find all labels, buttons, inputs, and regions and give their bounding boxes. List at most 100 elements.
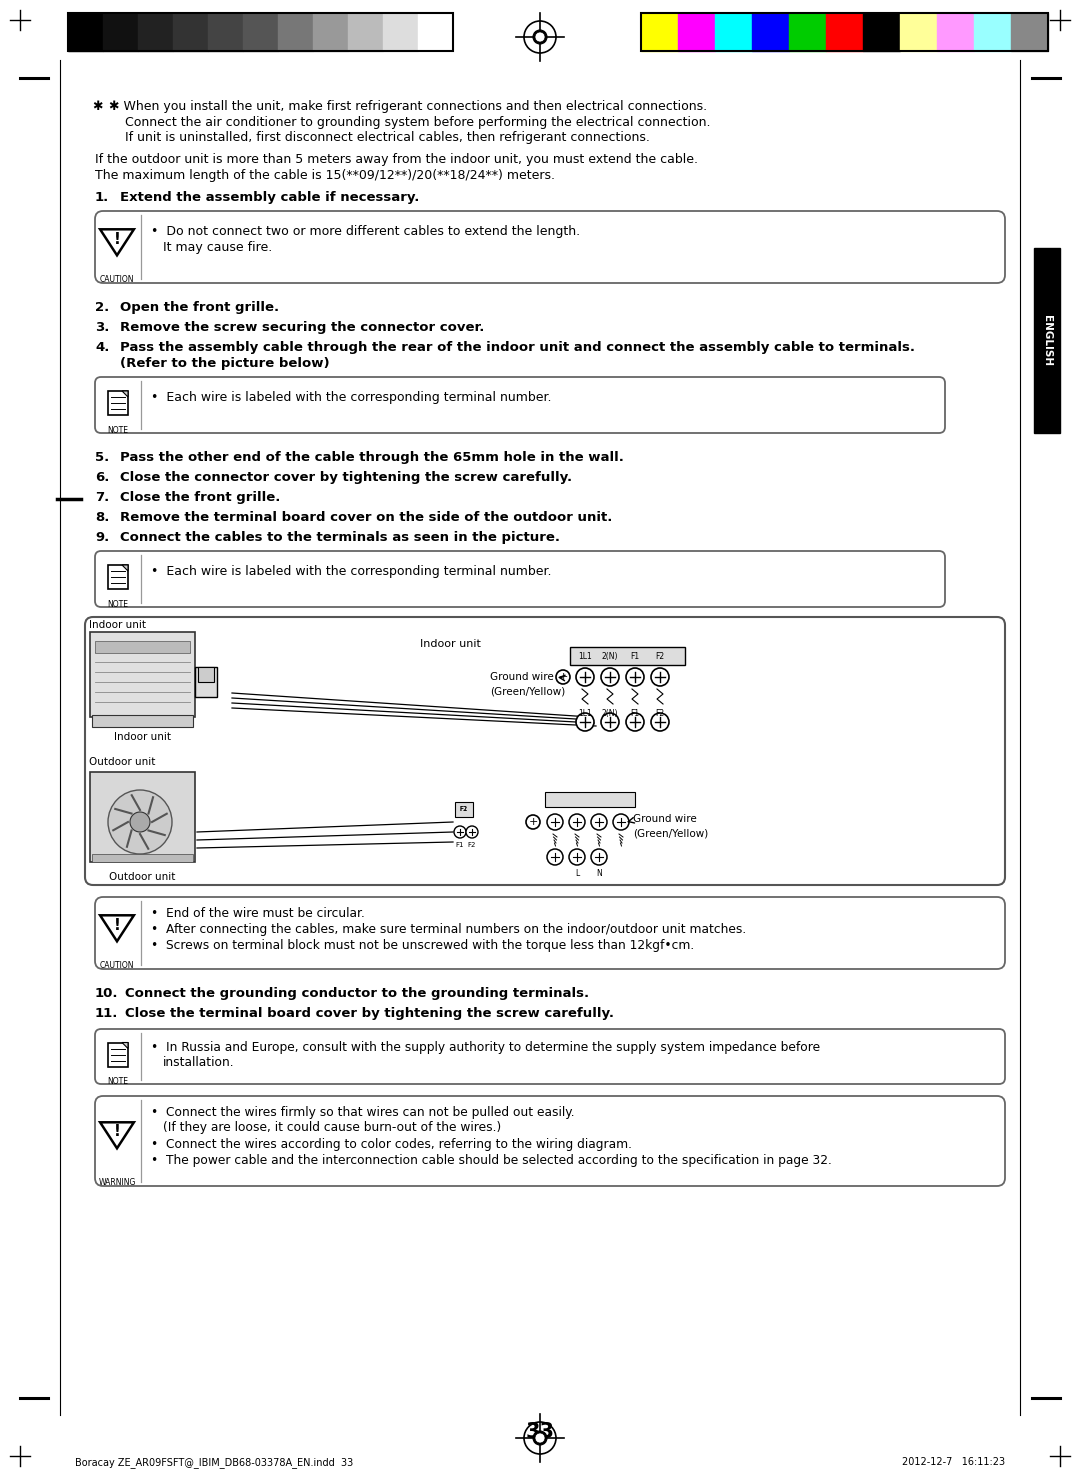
Text: Ground wire: Ground wire bbox=[633, 813, 697, 824]
FancyBboxPatch shape bbox=[95, 897, 1005, 970]
Text: Indoor unit: Indoor unit bbox=[89, 620, 146, 630]
Circle shape bbox=[569, 849, 585, 865]
Bar bbox=[455, 801, 473, 818]
Bar bbox=[1011, 13, 1048, 52]
FancyBboxPatch shape bbox=[95, 376, 945, 432]
Text: +: + bbox=[558, 672, 568, 682]
Text: ENGLISH: ENGLISH bbox=[1042, 314, 1052, 366]
Bar bbox=[313, 13, 348, 52]
Text: 1L1: 1L1 bbox=[578, 652, 592, 661]
Bar bbox=[68, 13, 103, 52]
Bar bbox=[90, 772, 195, 862]
Circle shape bbox=[534, 30, 546, 44]
Circle shape bbox=[130, 812, 150, 832]
Text: (If they are loose, it could cause burn-out of the wires.): (If they are loose, it could cause burn-… bbox=[163, 1120, 501, 1134]
Bar bbox=[418, 13, 453, 52]
Polygon shape bbox=[100, 1122, 134, 1148]
Text: Outdoor unit: Outdoor unit bbox=[89, 757, 156, 768]
Bar bbox=[278, 13, 313, 52]
Text: Ground wire: Ground wire bbox=[490, 672, 554, 682]
Bar bbox=[198, 667, 214, 682]
Text: F1: F1 bbox=[459, 806, 468, 812]
Text: !: ! bbox=[113, 918, 121, 933]
Text: Outdoor unit: Outdoor unit bbox=[109, 872, 175, 883]
Text: 3.: 3. bbox=[95, 320, 109, 334]
Text: •  In Russia and Europe, consult with the supply authority to determine the supp: • In Russia and Europe, consult with the… bbox=[151, 1041, 820, 1054]
Text: 4.: 4. bbox=[95, 341, 109, 354]
Text: Connect the air conditioner to grounding system before performing the electrical: Connect the air conditioner to grounding… bbox=[125, 117, 711, 128]
Text: •  End of the wire must be circular.: • End of the wire must be circular. bbox=[151, 906, 365, 920]
Polygon shape bbox=[100, 229, 134, 255]
Polygon shape bbox=[122, 565, 129, 571]
Text: •  Do not connect two or more different cables to extend the length.: • Do not connect two or more different c… bbox=[151, 224, 580, 238]
Circle shape bbox=[535, 1433, 545, 1444]
Bar bbox=[789, 13, 826, 52]
Text: 9.: 9. bbox=[95, 531, 109, 545]
Circle shape bbox=[556, 670, 570, 683]
Bar bbox=[642, 13, 678, 52]
Bar bbox=[68, 13, 453, 52]
Text: L: L bbox=[575, 869, 579, 878]
Text: Open the front grille.: Open the front grille. bbox=[120, 301, 279, 314]
Text: 5.: 5. bbox=[95, 452, 109, 463]
Circle shape bbox=[600, 713, 619, 731]
Text: If unit is uninstalled, first disconnect electrical cables, then refrigerant con: If unit is uninstalled, first disconnect… bbox=[125, 131, 650, 145]
Bar bbox=[900, 13, 937, 52]
FancyBboxPatch shape bbox=[95, 1097, 1005, 1187]
Text: Close the connector cover by tightening the screw carefully.: Close the connector cover by tightening … bbox=[120, 471, 572, 484]
Text: Pass the assembly cable through the rear of the indoor unit and connect the asse: Pass the assembly cable through the rear… bbox=[120, 341, 915, 354]
Text: (Green/Yellow): (Green/Yellow) bbox=[490, 686, 565, 697]
Text: 7.: 7. bbox=[95, 492, 109, 503]
FancyBboxPatch shape bbox=[95, 551, 945, 607]
Circle shape bbox=[465, 827, 478, 838]
Bar bbox=[243, 13, 278, 52]
Circle shape bbox=[591, 813, 607, 830]
Text: 6.: 6. bbox=[95, 471, 109, 484]
Text: !: ! bbox=[113, 1125, 121, 1139]
Bar bbox=[108, 565, 129, 589]
Text: Remove the terminal board cover on the side of the outdoor unit.: Remove the terminal board cover on the s… bbox=[120, 511, 612, 524]
Text: F2: F2 bbox=[468, 841, 476, 849]
Text: If the outdoor unit is more than 5 meters away from the indoor unit, you must ex: If the outdoor unit is more than 5 meter… bbox=[95, 154, 698, 165]
Text: N: N bbox=[596, 869, 602, 878]
Bar bbox=[95, 641, 190, 652]
Text: 33: 33 bbox=[526, 1421, 554, 1442]
Bar bbox=[715, 13, 752, 52]
Text: Remove the screw securing the connector cover.: Remove the screw securing the connector … bbox=[120, 320, 484, 334]
Text: ✱: ✱ bbox=[92, 100, 103, 114]
Text: •  After connecting the cables, make sure terminal numbers on the indoor/outdoor: • After connecting the cables, make sure… bbox=[151, 922, 746, 936]
Circle shape bbox=[535, 32, 545, 41]
Text: CAUTION: CAUTION bbox=[99, 275, 134, 283]
Bar bbox=[1034, 248, 1059, 432]
Text: 1.: 1. bbox=[95, 190, 109, 204]
Bar bbox=[974, 13, 1011, 52]
Text: 2(N): 2(N) bbox=[602, 652, 618, 661]
Text: Indoor unit: Indoor unit bbox=[113, 732, 171, 742]
Text: The maximum length of the cable is 15(**09/12**)/20(**18/24**) meters.: The maximum length of the cable is 15(**… bbox=[95, 168, 555, 182]
Text: Extend the assembly cable if necessary.: Extend the assembly cable if necessary. bbox=[120, 190, 419, 204]
Bar bbox=[90, 632, 195, 717]
Text: Boracay ZE_AR09FSFT@_IBIM_DB68-03378A_EN.indd  33: Boracay ZE_AR09FSFT@_IBIM_DB68-03378A_EN… bbox=[75, 1457, 353, 1469]
Text: F2: F2 bbox=[656, 708, 664, 717]
Bar bbox=[92, 855, 193, 862]
Circle shape bbox=[526, 815, 540, 830]
Bar bbox=[92, 714, 193, 728]
Circle shape bbox=[534, 1432, 546, 1445]
Text: 2(N): 2(N) bbox=[602, 708, 618, 717]
Circle shape bbox=[576, 713, 594, 731]
Circle shape bbox=[626, 669, 644, 686]
Text: WARNING: WARNING bbox=[98, 1178, 136, 1187]
Bar bbox=[108, 1042, 129, 1067]
Bar bbox=[826, 13, 863, 52]
Text: F1: F1 bbox=[631, 652, 639, 661]
Text: Pass the other end of the cable through the 65mm hole in the wall.: Pass the other end of the cable through … bbox=[120, 452, 624, 463]
Text: ✱ When you install the unit, make first refrigerant connections and then electri: ✱ When you install the unit, make first … bbox=[109, 100, 707, 114]
Text: •  Screws on terminal block must not be unscrewed with the torque less than 12kg: • Screws on terminal block must not be u… bbox=[151, 939, 694, 952]
Circle shape bbox=[600, 669, 619, 686]
Circle shape bbox=[576, 669, 594, 686]
Text: Indoor unit: Indoor unit bbox=[420, 639, 481, 649]
Text: (Refer to the picture below): (Refer to the picture below) bbox=[120, 357, 329, 370]
Text: •  Connect the wires according to color codes, referring to the wiring diagram.: • Connect the wires according to color c… bbox=[151, 1138, 632, 1151]
Polygon shape bbox=[122, 391, 129, 397]
Text: 11.: 11. bbox=[95, 1007, 119, 1020]
